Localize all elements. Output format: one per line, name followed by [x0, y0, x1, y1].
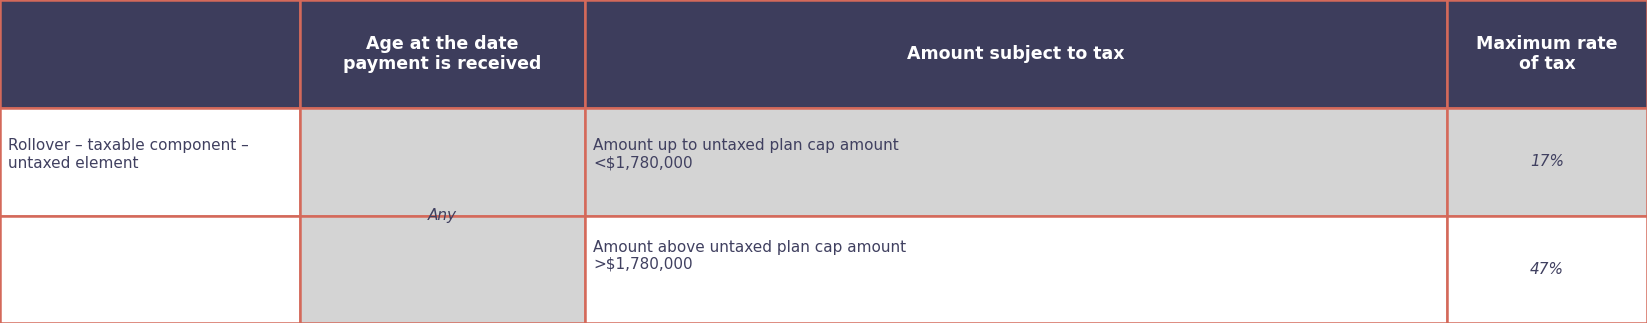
Text: Amount up to untaxed plan cap amount
<$1,780,000: Amount up to untaxed plan cap amount <$1… [593, 138, 899, 171]
Text: Maximum rate
of tax: Maximum rate of tax [1476, 35, 1617, 73]
Text: Age at the date
payment is received: Age at the date payment is received [343, 35, 542, 73]
Bar [0, 108, 300, 216]
Bar [300, 0, 585, 108]
Bar [0, 0, 300, 108]
Text: 17%: 17% [1530, 154, 1565, 170]
Text: 47%: 47% [1530, 262, 1565, 277]
Bar [0, 216, 300, 323]
Bar [1448, 0, 1647, 108]
Bar [300, 216, 585, 323]
Bar [1448, 216, 1647, 323]
Text: Amount subject to tax: Amount subject to tax [907, 45, 1125, 63]
Bar [585, 216, 1448, 323]
Bar [585, 108, 1448, 216]
Bar [1448, 108, 1647, 216]
Text: Any: Any [428, 208, 456, 223]
Bar [585, 0, 1448, 108]
Bar [300, 108, 585, 216]
Text: Rollover – taxable component –
untaxed element: Rollover – taxable component – untaxed e… [8, 138, 249, 171]
Text: Amount above untaxed plan cap amount
>$1,780,000: Amount above untaxed plan cap amount >$1… [593, 240, 906, 272]
